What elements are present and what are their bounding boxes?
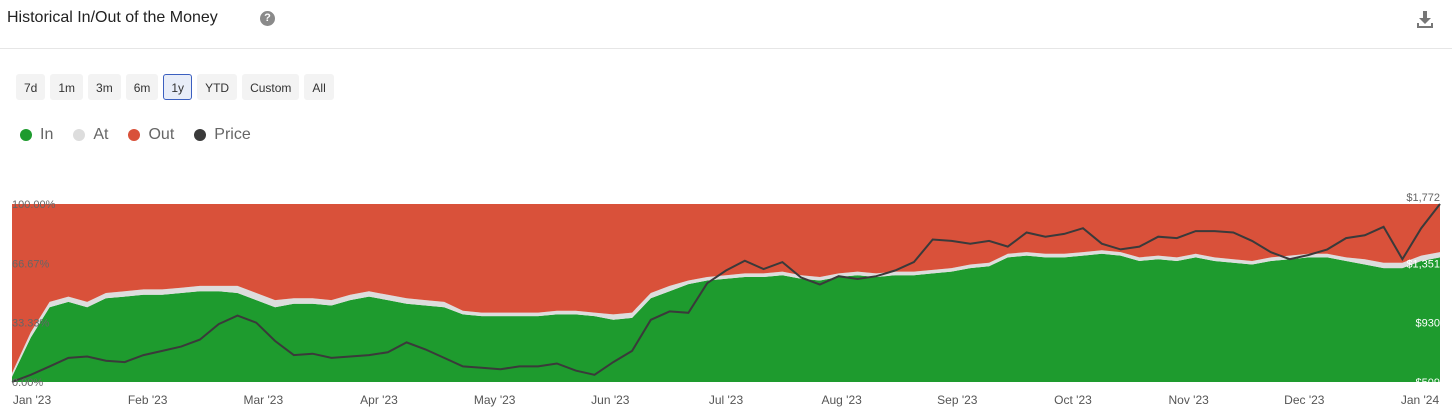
range-button-3m[interactable]: 3m (88, 74, 121, 100)
x-tick-label: Jan '23 (13, 393, 52, 407)
x-tick-label: Sep '23 (937, 393, 978, 407)
legend-label-out: Out (148, 126, 175, 143)
header: Historical In/Out of the Money ? (0, 0, 1452, 49)
legend-item-at[interactable]: At (73, 126, 108, 144)
x-tick-label: Dec '23 (1284, 393, 1325, 407)
x-tick-label: Feb '23 (128, 393, 168, 407)
y-axis-ticks: 0.00% 33.33% 66.67% 100.00% $509 $930 $1,351 $1… (12, 192, 1440, 389)
x-tick-label: Oct '23 (1054, 393, 1092, 407)
y-right-tick-label: $1,351 (1406, 258, 1440, 270)
range-button-custom[interactable]: Custom (242, 74, 300, 100)
y-left-tick-label: 66.67% (12, 258, 50, 270)
range-button-1m[interactable]: 1m (50, 74, 84, 100)
legend-dot-at (73, 129, 86, 141)
area-in (12, 253, 1440, 382)
x-tick-label: May '23 (474, 393, 516, 407)
x-tick-label: Jan '24 (1401, 393, 1440, 407)
legend-dot-price (194, 129, 207, 141)
y-right-tick-label: $930 (1416, 318, 1440, 330)
y-left-tick-label: 33.33% (12, 318, 50, 330)
x-tick-label: Jul '23 (709, 393, 744, 407)
range-button-all[interactable]: All (304, 74, 334, 100)
chart-price (11, 203, 1441, 383)
x-axis-ticks: Jan '23 Feb '23 Mar '23 Apr '23 May '23 Jun '… (13, 393, 1440, 407)
y-left-tick-label: 0.00% (12, 377, 43, 389)
legend-label-in: In (40, 126, 54, 143)
x-tick-label: Aug '23 (822, 393, 863, 407)
price-line (11, 203, 1441, 383)
x-tick-label: Apr '23 (360, 393, 398, 407)
range-button-ytd[interactable]: YTD (197, 74, 238, 100)
chart: 0.00% 33.33% 66.67% 100.00% $509 $930 $1,351 $1… (11, 192, 1441, 407)
legend-item-out[interactable]: Out (128, 126, 174, 144)
y-right-tick-label: $1,772 (1406, 192, 1440, 204)
legend-dot-out (128, 129, 141, 141)
page-title: Historical In/Out of the Money (7, 9, 218, 26)
range-button-1y[interactable]: 1y (163, 74, 193, 100)
y-left-tick-label: 100.00% (12, 199, 56, 211)
download-icon[interactable] (1415, 9, 1435, 29)
legend-item-in[interactable]: In (20, 126, 53, 144)
x-tick-label: Jun '23 (591, 393, 630, 407)
x-tick-label: Mar '23 (244, 393, 284, 407)
legend-item-price[interactable]: Price (194, 126, 251, 144)
range-button-6m[interactable]: 6m (125, 74, 159, 100)
range-button-7d[interactable]: 7d (16, 74, 46, 100)
area-out (12, 204, 1440, 374)
legend-dot-in (20, 129, 32, 141)
chart-areas (12, 204, 1440, 382)
y-right-tick-label: $509 (1416, 377, 1440, 389)
question-circle-icon[interactable]: ? (260, 11, 275, 26)
area-at (12, 250, 1440, 377)
legend-label-price: Price (214, 126, 251, 143)
range-selector: 7d 1m 3m 6m 1y YTD Custom All (16, 74, 334, 100)
chart-legend: In At Out Price (20, 126, 251, 144)
legend-label-at: At (93, 126, 109, 143)
x-tick-label: Nov '23 (1169, 393, 1210, 407)
